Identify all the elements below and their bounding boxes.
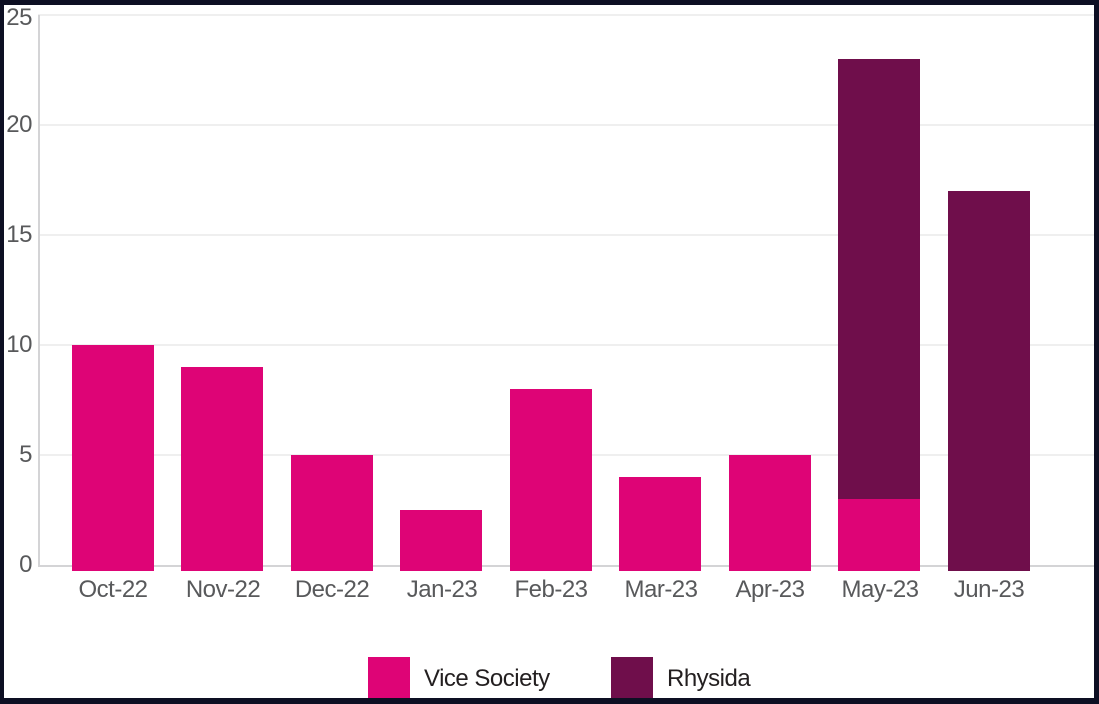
bar-segment-oct-22-vice-society xyxy=(72,345,154,571)
y-tick-label-15: 15 xyxy=(6,221,32,248)
x-tick-label-oct-22: Oct-22 xyxy=(78,576,148,603)
y-tick-label-20: 20 xyxy=(6,111,32,138)
y-tick-label-10: 10 xyxy=(6,331,32,358)
legend-label-rhysida: Rhysida xyxy=(667,665,751,692)
bar-segment-mar-23-vice-society xyxy=(619,477,701,571)
bar-segment-nov-22-vice-society xyxy=(181,367,263,571)
x-tick-label-jun-23: Jun-23 xyxy=(953,576,1025,603)
bar-segment-jan-23-vice-society xyxy=(400,510,482,571)
x-tick-label-feb-23: Feb-23 xyxy=(514,576,588,603)
bar-segment-feb-23-vice-society xyxy=(510,389,592,571)
bar-segment-apr-23-vice-society xyxy=(729,455,811,571)
gridline-15 xyxy=(38,234,1094,236)
y-tick-label-0: 0 xyxy=(19,551,32,578)
legend-label-vice-society: Vice Society xyxy=(424,665,550,692)
gridline-25 xyxy=(38,14,1094,16)
legend-swatch-vice-society xyxy=(368,657,410,698)
gridline-10 xyxy=(38,344,1094,346)
x-tick-label-jan-23: Jan-23 xyxy=(406,576,478,603)
gridline-20 xyxy=(38,124,1094,126)
bar-segment-dec-22-vice-society xyxy=(291,455,373,571)
legend-swatch-rhysida xyxy=(611,657,653,698)
y-tick-label-5: 5 xyxy=(19,441,32,468)
x-tick-label-dec-22: Dec-22 xyxy=(294,576,370,603)
bar-segment-jun-23-rhysida xyxy=(948,191,1030,571)
x-tick-label-apr-23: Apr-23 xyxy=(735,576,805,603)
y-axis-line xyxy=(38,15,40,567)
x-tick-label-nov-22: Nov-22 xyxy=(185,576,261,603)
x-tick-label-mar-23: Mar-23 xyxy=(624,576,698,603)
y-tick-label-25: 25 xyxy=(6,4,32,31)
bar-segment-may-23-vice-society xyxy=(838,499,920,571)
x-tick-label-may-23: May-23 xyxy=(841,576,919,603)
bar-segment-may-23-rhysida xyxy=(838,59,920,499)
